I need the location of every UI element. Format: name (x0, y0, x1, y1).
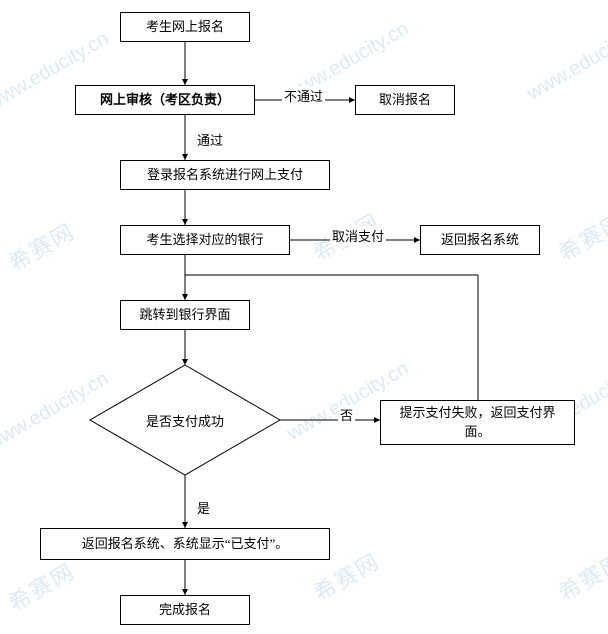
node-return-system: 返回报名系统 (420, 225, 540, 255)
node-start: 考生网上报名 (120, 12, 250, 42)
edge-label-yes: 是 (195, 498, 212, 517)
node-review: 网上审核（考区负责） (75, 85, 255, 115)
edge-label-cancel: 取消支付 (330, 226, 386, 245)
edge-label-no: 否 (338, 405, 355, 424)
edge-label-fail: 不通过 (282, 86, 325, 105)
node-paid: 返回报名系统、系统显示“已支付”。 (40, 528, 330, 560)
edge-label-pass: 通过 (195, 130, 225, 149)
node-select-bank: 考生选择对应的银行 (120, 225, 290, 255)
decision-pay-success-label: 是否支付成功 (120, 408, 250, 432)
node-login-pay: 登录报名系统进行网上支付 (120, 160, 330, 190)
node-goto-bank: 跳转到银行界面 (120, 300, 250, 330)
node-complete: 完成报名 (120, 595, 250, 625)
node-cancel-reg: 取消报名 (355, 85, 455, 115)
node-pay-failed: 提示支付失败，返回支付界面。 (380, 400, 575, 445)
